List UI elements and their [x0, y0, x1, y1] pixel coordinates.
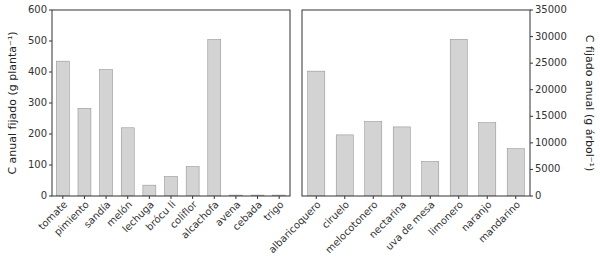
bar: [100, 70, 113, 196]
y-tick: [530, 116, 533, 117]
bar: [143, 185, 156, 196]
y-tick-label: 35000: [535, 4, 567, 15]
y-tick: [530, 36, 533, 37]
plot-frame: [52, 10, 290, 196]
y-tick-label: 100: [28, 159, 47, 170]
x-tick-label: albaricoquero: [266, 199, 322, 255]
y-tick: [530, 10, 533, 11]
y-tick: [530, 196, 533, 197]
x-tick: [344, 196, 345, 199]
x-tick: [458, 196, 459, 199]
x-tick: [430, 196, 431, 199]
y-tick: [49, 72, 52, 73]
plot-frame: [302, 10, 530, 196]
y-axis-label: C anual fijado (g planta⁻¹): [6, 31, 19, 174]
x-tick: [279, 196, 280, 199]
bar: [393, 127, 410, 196]
x-tick: [316, 196, 317, 199]
x-tick: [515, 196, 516, 199]
y-tick-label: 0: [535, 190, 541, 201]
x-tick: [487, 196, 488, 199]
y-tick-label: 200: [28, 128, 47, 139]
y-tick: [530, 142, 533, 143]
x-tick: [84, 196, 85, 199]
y-axis-label: C fijado anual (g árbol⁻¹): [583, 35, 596, 171]
bar: [186, 167, 199, 196]
y-tick: [49, 103, 52, 104]
x-tick-label: trigo: [261, 199, 285, 223]
bar: [422, 161, 439, 196]
bar: [507, 149, 524, 196]
bars: [308, 39, 525, 196]
chart: 0100200300400500600tomatepimientosandíam…: [0, 0, 600, 276]
y-tick: [530, 89, 533, 90]
panel: 0 5000 10000 15000 20000 25000 30000 35000 albar…: [266, 4, 596, 255]
x-tick: [257, 196, 258, 199]
bar: [308, 71, 325, 196]
x-tick: [127, 196, 128, 199]
y-tick: [49, 196, 52, 197]
y-tick-label: 20000: [535, 84, 567, 95]
y-tick: [530, 63, 533, 64]
bar: [208, 39, 221, 196]
x-tick: [62, 196, 63, 199]
x-tick: [106, 196, 107, 199]
y-tick-label: 400: [28, 66, 47, 77]
bars: [56, 39, 285, 196]
bar: [365, 122, 382, 196]
y-tick-label: 500: [28, 35, 47, 46]
y-tick-label: 300: [28, 97, 47, 108]
x-tick-label: limonero: [426, 199, 465, 238]
panel: 0100200300400500600tomatepimientosandíam…: [6, 4, 290, 241]
y-tick-label: 10000: [535, 137, 567, 148]
y-tick: [49, 165, 52, 166]
x-tick-label: mandarino: [476, 199, 522, 245]
bar: [56, 61, 69, 196]
y-tick-label: 5000: [535, 163, 560, 174]
x-tick: [192, 196, 193, 199]
y-tick: [49, 134, 52, 135]
y-tick-label: 15000: [535, 110, 567, 121]
x-tick: [401, 196, 402, 199]
y-tick-label: 30000: [535, 31, 567, 42]
bar: [165, 176, 178, 196]
x-tick: [214, 196, 215, 199]
y-tick: [530, 169, 533, 170]
x-tick-label: cebada: [230, 199, 264, 233]
x-tick-label: uva de mesa: [383, 199, 436, 252]
x-tick: [171, 196, 172, 199]
bar: [479, 123, 496, 196]
bar: [450, 39, 467, 196]
y-tick-label: 600: [28, 4, 47, 15]
x-tick: [149, 196, 150, 199]
x-tick: [373, 196, 374, 199]
y-tick: [49, 10, 52, 11]
bar: [336, 135, 353, 196]
bar: [121, 128, 134, 196]
bar: [78, 108, 91, 196]
x-tick: [235, 196, 236, 199]
y-tick-label: 0: [41, 190, 47, 201]
y-tick: [49, 41, 52, 42]
y-tick-label: 25000: [535, 57, 567, 68]
